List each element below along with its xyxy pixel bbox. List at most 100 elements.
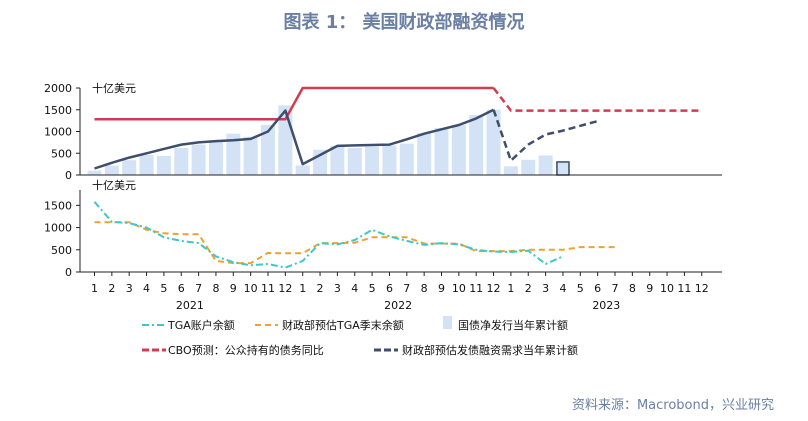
x-tick-label: 7 <box>195 282 202 295</box>
top-y-axis: 0 500 1000 1500 2000 <box>44 82 80 182</box>
x-axis-labels: 1 2 3 4 5 6 7 8 9 10 11 12 1 2 3 4 5 6 7 8 9 10 11 12 1 2 3 4 5 6 7 8 9 1… <box>91 272 709 295</box>
x-tick-label: 12 <box>487 282 501 295</box>
x-tick-label: 3 <box>334 282 341 295</box>
x-tick-label: 4 <box>143 282 150 295</box>
bottom-y-tick-label: 0 <box>65 266 72 279</box>
legend-treasury-tga-label: 财政部预估TGA季末余额 <box>282 318 404 332</box>
x-tick-label: 5 <box>160 282 167 295</box>
issuance-bar <box>486 109 501 175</box>
issuance-bar <box>382 145 397 175</box>
bottom-y-tick-label: 500 <box>51 244 72 257</box>
x-tick-label: 4 <box>351 282 358 295</box>
issuance-bar <box>330 145 345 175</box>
source-note: 资料来源：Macrobond，兴业研究 <box>571 398 774 413</box>
bottom-y-tick-label: 1500 <box>44 199 72 212</box>
issuance-bar <box>347 148 362 175</box>
issuance-line <box>94 108 495 170</box>
issuance-bar <box>399 143 414 175</box>
legend-cbo: CBO预测：公众持有的债务同比 <box>142 343 324 357</box>
issuance-bar <box>555 161 570 175</box>
x-tick-label: 6 <box>386 282 393 295</box>
issuance-bar <box>208 141 223 175</box>
cbo-forecast-line <box>492 87 702 112</box>
legend-net-issuance-label: 国债净发行当年累计额 <box>458 318 568 332</box>
x-tick-label: 10 <box>452 282 466 295</box>
x-tick-label: 7 <box>403 282 410 295</box>
legend-net-issuance-swatch <box>443 316 452 329</box>
legend-tga: TGA账户余额 <box>142 318 235 332</box>
issuance-bar <box>365 146 380 175</box>
legend-treasury-tga: 财政部预估TGA季末余额 <box>255 318 404 332</box>
issuance-bar <box>139 154 154 175</box>
issuance-bar <box>191 144 206 175</box>
x-tick-label: 9 <box>646 282 653 295</box>
top-lines <box>94 86 702 170</box>
x-tick-label: 3 <box>126 282 133 295</box>
year-labels: 2021 2022 2023 <box>176 299 620 312</box>
tga-balance-line <box>93 201 564 269</box>
legend-cbo-label: CBO预测：公众持有的债务同比 <box>168 343 324 357</box>
issuance-bar <box>226 133 241 175</box>
x-tick-label: 12 <box>695 282 709 295</box>
top-y-tick-label: 0 <box>65 169 72 182</box>
issuance-bar <box>174 148 189 175</box>
issuance-bar <box>417 133 432 175</box>
x-tick-label: 1 <box>91 282 98 295</box>
x-tick-label: 10 <box>244 282 258 295</box>
page-title: 图表 1： 美国财政部融资情况 <box>283 12 525 33</box>
issuance-bar <box>104 165 119 175</box>
top-bars <box>87 105 570 176</box>
bottom-panel: 十亿美元 0 500 1000 1500 <box>44 178 722 279</box>
x-tick-label: 10 <box>660 282 674 295</box>
legend-net-issuance: 国债净发行当年累计额 <box>443 316 568 332</box>
x-tick-label: 5 <box>369 282 376 295</box>
x-tick-label: 9 <box>230 282 237 295</box>
issuance-bar <box>503 166 518 175</box>
cbo-line <box>94 86 494 121</box>
issuance-bar <box>87 170 102 175</box>
issuance-bar <box>469 114 484 175</box>
x-tick-label: 1 <box>507 282 514 295</box>
x-tick-label: 6 <box>178 282 185 295</box>
issuance-bar <box>538 155 553 175</box>
x-tick-label: 4 <box>559 282 566 295</box>
x-tick-label: 9 <box>438 282 445 295</box>
legend: TGA账户余额 财政部预估TGA季末余额 国债净发行当年累计额 CBO预测：公众… <box>142 316 578 357</box>
top-panel: 十亿美元 0 500 1000 1500 2000 <box>44 81 722 182</box>
issuance-bar <box>451 124 466 175</box>
treasury-tga-line <box>94 221 615 265</box>
x-tick-label: 11 <box>469 282 483 295</box>
x-tick-label: 7 <box>612 282 619 295</box>
issuance-bar <box>243 136 258 175</box>
bottom-y-tick-label: 1000 <box>44 222 72 235</box>
top-y-tick-label: 500 <box>51 147 72 160</box>
x-tick-label: 2 <box>317 282 324 295</box>
top-y-tick-label: 1500 <box>44 104 72 117</box>
x-tick-label: 2 <box>525 282 532 295</box>
year-label: 2021 <box>176 299 204 312</box>
top-y-tick-label: 1000 <box>44 126 72 139</box>
issuance-bar <box>434 128 449 175</box>
issuance-bar <box>295 165 310 175</box>
x-tick-label: 12 <box>278 282 292 295</box>
x-tick-label: 8 <box>629 282 636 295</box>
year-label: 2022 <box>384 299 412 312</box>
issuance-bar <box>261 124 275 175</box>
x-tick-label: 11 <box>261 282 275 295</box>
top-unit-label: 十亿美元 <box>92 81 136 95</box>
issuance-bar <box>156 155 171 175</box>
x-tick-label: 1 <box>299 282 306 295</box>
x-tick-label: 3 <box>542 282 549 295</box>
legend-tga-label: TGA账户余额 <box>167 318 235 332</box>
bottom-lines <box>93 201 615 269</box>
top-y-tick-label: 2000 <box>44 82 72 95</box>
x-tick-label: 8 <box>421 282 428 295</box>
issuance-bar <box>122 160 137 175</box>
x-tick-label: 5 <box>577 282 584 295</box>
legend-issuance-forecast-label: 财政部预估发债融资需求当年累计额 <box>402 343 578 357</box>
legend-issuance-forecast: 财政部预估发债融资需求当年累计额 <box>374 343 578 357</box>
x-tick-label: 8 <box>212 282 219 295</box>
issuance-forecast-line <box>492 109 599 162</box>
issuance-bar <box>521 159 536 175</box>
